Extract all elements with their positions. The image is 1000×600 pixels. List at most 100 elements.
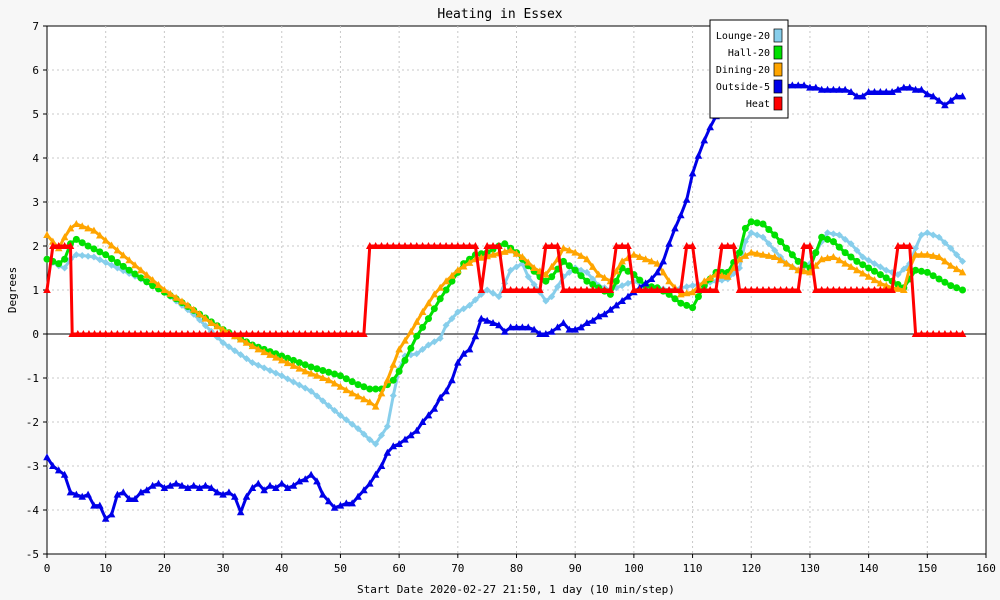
data-point <box>277 356 286 364</box>
data-point <box>953 284 961 292</box>
data-point <box>677 211 685 219</box>
data-point <box>466 301 474 309</box>
data-point <box>876 263 884 271</box>
data-point <box>841 235 849 243</box>
data-point <box>448 315 456 323</box>
data-point <box>647 286 656 293</box>
data-point <box>905 242 914 249</box>
data-point <box>371 470 380 478</box>
data-point <box>248 484 257 491</box>
data-point <box>806 83 814 91</box>
data-point <box>272 330 280 337</box>
data-point <box>542 297 550 305</box>
data-point <box>929 330 937 337</box>
data-point <box>477 286 486 293</box>
data-point <box>454 266 462 274</box>
data-point <box>912 244 920 252</box>
data-point <box>653 259 662 267</box>
data-point <box>858 286 867 293</box>
data-point <box>459 262 468 270</box>
data-point <box>342 386 351 394</box>
data-point <box>137 266 145 274</box>
data-point <box>500 327 509 335</box>
data-point <box>113 246 122 254</box>
data-point <box>90 253 98 261</box>
data-point <box>272 353 280 361</box>
data-point <box>424 341 432 349</box>
data-point <box>577 251 585 259</box>
data-point <box>242 330 251 337</box>
data-point <box>588 316 597 324</box>
data-point <box>289 330 298 337</box>
data-point <box>272 369 280 377</box>
data-point <box>72 490 81 498</box>
data-point <box>923 90 932 98</box>
data-point <box>248 330 257 337</box>
data-point <box>817 85 826 93</box>
data-point <box>90 330 99 337</box>
data-point <box>231 492 239 500</box>
data-point <box>60 470 69 478</box>
data-point <box>959 286 967 294</box>
data-point <box>770 253 779 260</box>
data-point <box>788 81 797 89</box>
legend-swatch <box>773 28 783 43</box>
y-tick-label: -1 <box>26 372 39 385</box>
data-point <box>49 237 57 245</box>
data-point <box>495 242 503 249</box>
data-point <box>671 286 679 293</box>
data-point <box>618 297 626 304</box>
data-point <box>436 334 444 342</box>
data-point <box>448 242 456 249</box>
data-point <box>418 242 427 249</box>
data-point <box>389 242 398 249</box>
data-point <box>618 242 626 249</box>
data-point <box>101 330 110 337</box>
data-point <box>125 495 133 502</box>
data-point <box>788 286 797 293</box>
data-point <box>536 330 544 337</box>
data-point <box>395 367 403 375</box>
data-point <box>506 246 515 254</box>
data-point <box>911 330 920 337</box>
data-point <box>49 242 57 249</box>
data-point <box>542 277 550 285</box>
data-point <box>96 330 104 337</box>
data-point <box>324 376 333 384</box>
data-point <box>465 258 474 266</box>
data-point <box>771 231 779 239</box>
data-point <box>518 253 527 260</box>
data-point <box>905 83 914 91</box>
data-point <box>647 257 656 265</box>
data-point <box>459 242 468 249</box>
data-point <box>823 85 832 93</box>
data-point <box>331 407 339 415</box>
data-point <box>189 481 198 489</box>
data-point <box>612 242 621 249</box>
data-point <box>894 271 902 279</box>
data-point <box>589 275 597 283</box>
data-point <box>442 321 450 329</box>
data-point <box>154 479 163 487</box>
data-point <box>319 330 327 337</box>
data-point <box>782 244 790 252</box>
data-point <box>900 265 908 273</box>
data-point <box>577 266 585 274</box>
data-point <box>207 484 216 491</box>
data-point <box>835 256 844 264</box>
y-tick-label: -3 <box>26 460 39 473</box>
data-point <box>817 286 826 293</box>
data-point <box>365 479 374 487</box>
legend-swatch <box>773 45 783 60</box>
data-point <box>131 261 139 269</box>
data-point <box>823 254 832 262</box>
data-point <box>553 242 562 249</box>
data-point <box>718 271 726 279</box>
data-point <box>178 481 186 489</box>
data-point <box>682 242 691 249</box>
data-point <box>953 251 961 259</box>
data-point <box>366 385 374 393</box>
data-point <box>319 367 327 375</box>
data-point <box>759 286 767 293</box>
data-point <box>61 255 69 263</box>
